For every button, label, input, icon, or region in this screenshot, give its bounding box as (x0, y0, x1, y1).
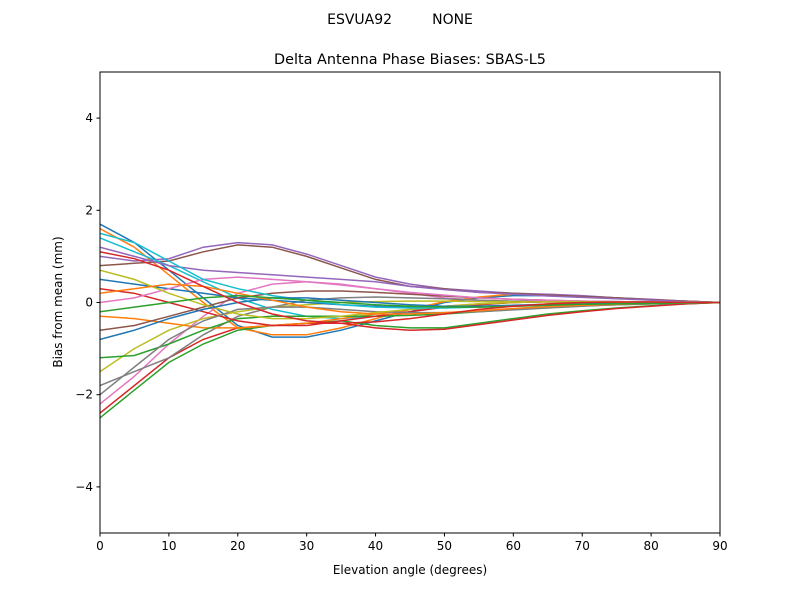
series-line-14 (100, 246, 720, 304)
x-tick-label: 10 (161, 539, 176, 553)
y-tick-label: 4 (85, 111, 93, 125)
y-tick-label: −2 (75, 388, 93, 402)
series-line-22 (100, 294, 720, 313)
x-tick-label: 40 (368, 539, 383, 553)
y-tick-label: 2 (85, 203, 93, 217)
y-axis: −4 −2 0 2 4 (75, 111, 100, 494)
x-tick-label: 80 (643, 539, 658, 553)
series-line-19 (100, 232, 720, 309)
series-line-23 (100, 251, 720, 324)
series-line-0 (100, 223, 720, 338)
series-line-2 (100, 301, 720, 419)
x-tick-label: 30 (299, 539, 314, 553)
series-lines (100, 223, 720, 419)
x-axis: 0 10 20 30 40 50 60 70 80 90 (96, 533, 728, 553)
y-tick-label: −4 (75, 480, 93, 494)
x-tick-label: 90 (712, 539, 727, 553)
x-tick-label: 50 (437, 539, 452, 553)
x-axis-label: Elevation angle (degrees) (333, 563, 487, 577)
y-tick-label: 0 (85, 296, 93, 310)
series-line-17 (100, 301, 720, 396)
x-tick-label: 0 (96, 539, 104, 553)
y-axis-label: Bias from mean (mm) (51, 236, 65, 367)
series-line-6 (100, 281, 720, 405)
chart-title: Delta Antenna Phase Biases: SBAS-L5 (274, 52, 546, 68)
x-tick-label: 20 (230, 539, 245, 553)
series-line-3 (100, 301, 720, 414)
x-tick-label: 70 (575, 539, 590, 553)
chart-suptitle: ESVUA92 NONE (327, 12, 473, 28)
x-tick-label: 60 (506, 539, 521, 553)
